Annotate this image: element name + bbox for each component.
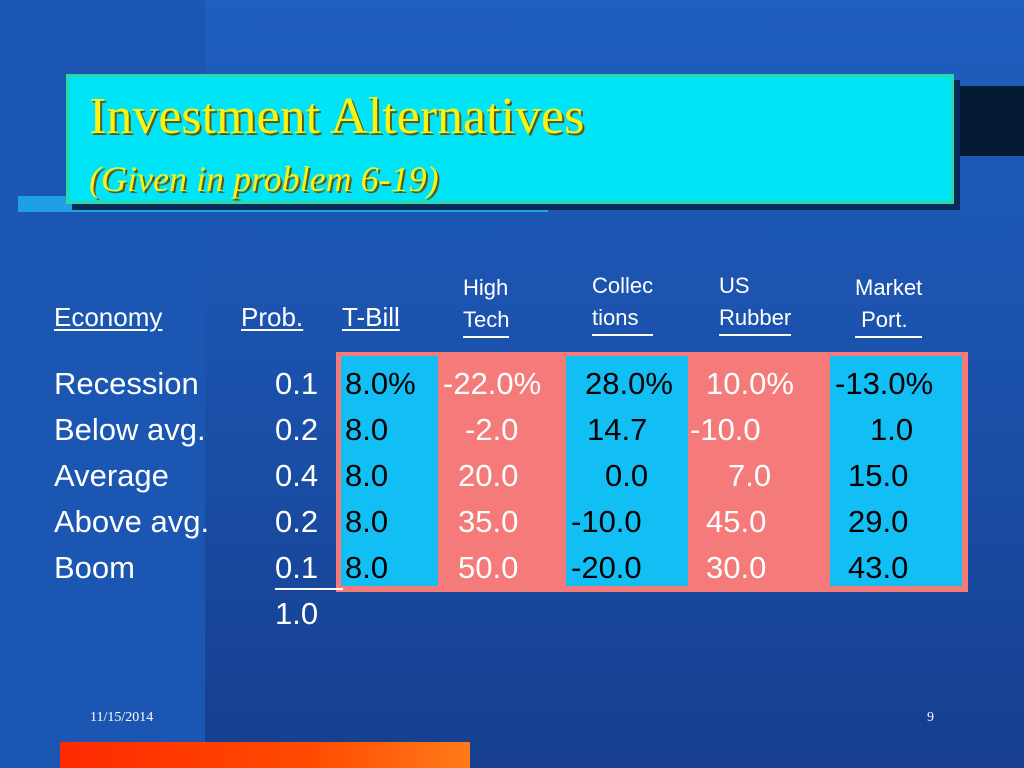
market-column-highlight [830,356,962,586]
usrubber-cell: -10.0 [690,412,761,447]
prob-cell: 0.2 [275,504,319,539]
header-market-line1: Market [855,275,923,300]
row-label-above-avg: Above avg. [54,504,210,539]
header-prob: Prob. [241,302,304,332]
hightech-cell: 20.0 [458,458,519,493]
row-label-boom: Boom [54,550,135,585]
row-label-recession: Recession [54,366,199,401]
usrubber-cell: 30.0 [706,550,767,585]
collections-cell: -10.0 [571,504,642,539]
collections-column-highlight [566,356,688,586]
usrubber-cell: 7.0 [728,458,772,493]
header-hightech: High Tech [463,272,510,338]
header-usrubber: US Rubber [719,270,792,336]
header-market: Market Port. [855,272,923,338]
title-box: Investment Alternatives (Given in proble… [66,74,954,204]
tbill-column-highlight [341,356,438,586]
hightech-cell: 50.0 [458,550,519,585]
header-usrubber-line1: US [719,273,750,298]
prob-cell: 0.1 [275,366,319,401]
usrubber-cell: 45.0 [706,504,767,539]
prob-sum-underline [275,588,343,590]
decorative-block [958,86,1024,156]
prob-cell: 0.4 [275,458,319,493]
row-label-below-avg: Below avg. [54,412,206,447]
prob-cell: 0.1 [275,550,319,585]
market-cell: 1.0 [870,412,914,447]
header-market-line2: Port. [855,304,923,338]
collections-cell: 14.7 [587,412,648,447]
collections-cell: 28.0% [585,366,673,401]
tbill-cell: 8.0% [345,366,416,401]
header-collections: Collec tions [592,270,654,336]
header-tbill: T-Bill [342,302,400,332]
prob-total: 1.0 [275,596,319,631]
slide-title: Investment Alternatives [89,88,585,145]
hightech-cell: -2.0 [465,412,519,447]
prob-cell: 0.2 [275,412,319,447]
collections-cell: -20.0 [571,550,642,585]
market-cell: 15.0 [848,458,909,493]
header-collections-line2: tions [592,302,654,336]
row-label-average: Average [54,458,169,493]
header-hightech-line1: High [463,275,509,300]
tbill-cell: 8.0 [345,504,389,539]
tbill-cell: 8.0 [345,458,389,493]
header-economy: Economy [54,302,163,332]
slide-date: 11/15/2014 [90,710,154,725]
header-collections-line1: Collec [592,273,654,298]
market-cell: -13.0% [835,366,934,401]
market-cell: 43.0 [848,550,909,585]
slide-subtitle: (Given in problem 6-19) [89,159,439,199]
hightech-cell: 35.0 [458,504,519,539]
header-hightech-line2: Tech [463,304,510,338]
page-number: 9 [927,710,934,725]
usrubber-cell: 10.0% [706,366,794,401]
tbill-cell: 8.0 [345,412,389,447]
market-cell: 29.0 [848,504,909,539]
collections-cell: 0.0 [605,458,649,493]
tbill-cell: 8.0 [345,550,389,585]
header-usrubber-line2: Rubber [719,302,792,336]
hightech-cell: -22.0% [443,366,542,401]
decorative-bottom-bar [60,742,470,768]
